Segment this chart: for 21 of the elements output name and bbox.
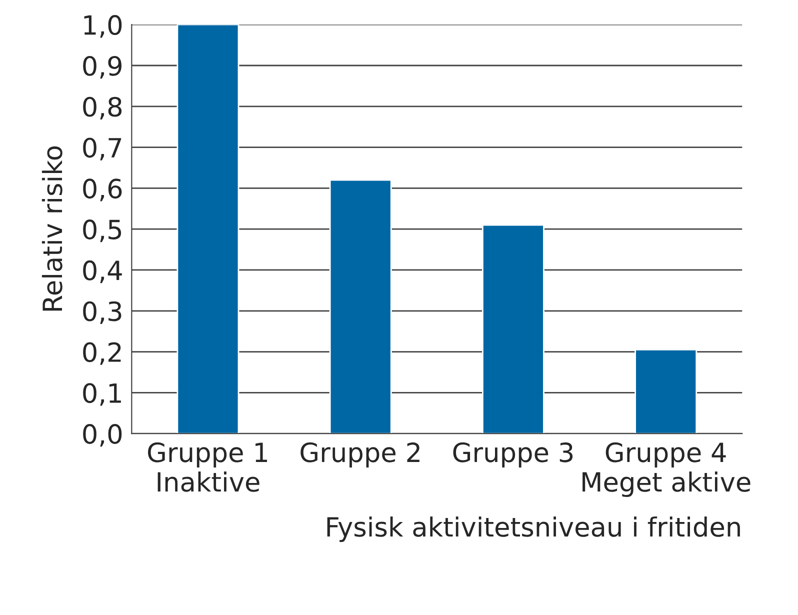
y-tick-label: 0,5 — [83, 220, 122, 242]
bar — [329, 179, 392, 434]
x-tick-label: Gruppe 2 — [300, 442, 420, 468]
y-tick-label: 0,6 — [83, 178, 122, 202]
y-tick-label: 0,9 — [83, 56, 122, 79]
y-tick-label: 1,0 — [84, 15, 122, 38]
y-axis-title: Relativ risiko — [42, 146, 62, 311]
y-tick-label: 0,3 — [83, 301, 122, 324]
y-tick-label: 0,8 — [83, 96, 122, 120]
bar — [634, 349, 698, 434]
y-tick-label: 0,0 — [83, 424, 122, 447]
x-tick-label: Gruppe 3 — [453, 442, 573, 468]
bar — [482, 224, 544, 434]
y-tick-label: 0,4 — [83, 260, 122, 284]
y-tick-label: 0,1 — [83, 383, 121, 406]
x-tick-label: Gruppe 4 Meget aktive — [582, 442, 750, 497]
y-tick-label: 0,7 — [83, 138, 122, 160]
x-tick-label: Gruppe 1 Inaktive — [148, 442, 268, 492]
x-axis-title: Fysisk aktivitetsniveau i fritiden — [327, 516, 740, 542]
bar — [176, 24, 240, 434]
y-tick-label: 0,2 — [83, 342, 121, 365]
